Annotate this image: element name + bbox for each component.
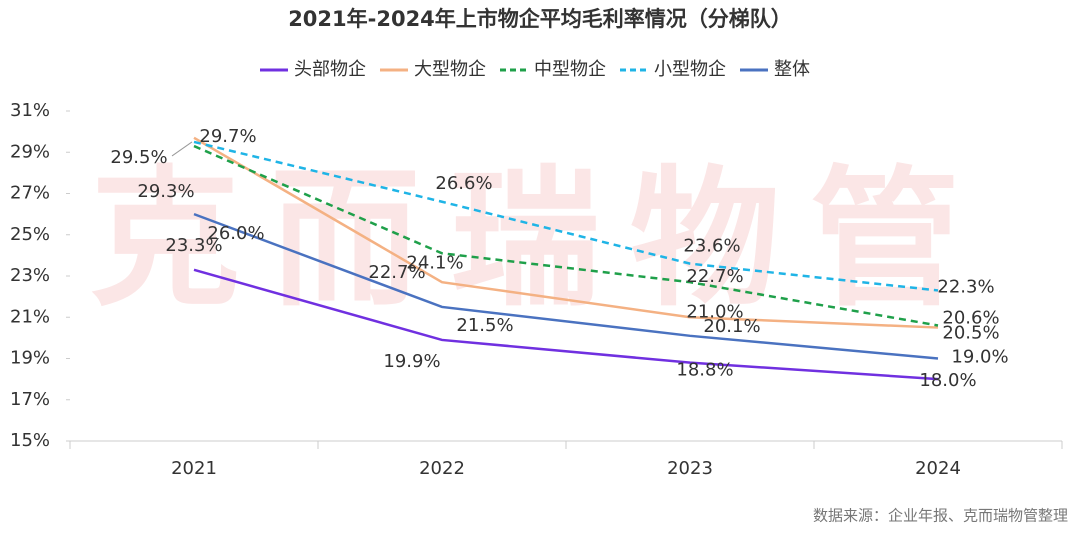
y-tick-label: 21% xyxy=(10,306,50,327)
data-label: 26.0% xyxy=(207,223,264,244)
data-label: 29.3% xyxy=(137,181,194,202)
data-label: 20.1% xyxy=(703,316,760,337)
chart-title: 2021年-2024年上市物企平均毛利率情况（分梯队） xyxy=(288,7,792,31)
data-label: 22.7% xyxy=(368,262,425,283)
y-tick-label: 31% xyxy=(10,100,50,121)
data-label: 19.9% xyxy=(383,351,440,372)
data-label: 29.5% xyxy=(110,147,167,168)
legend-label: 大型物企 xyxy=(414,59,486,80)
y-tick-label: 17% xyxy=(10,389,50,410)
data-label: 21.5% xyxy=(456,315,513,336)
x-tick-label: 2023 xyxy=(667,458,713,479)
data-label: 18.8% xyxy=(676,360,733,381)
data-label: 23.6% xyxy=(683,236,740,257)
y-tick-label: 27% xyxy=(10,183,50,204)
data-label: 19.0% xyxy=(951,347,1008,368)
x-tick-label: 2022 xyxy=(419,458,465,479)
y-tick-label: 23% xyxy=(10,265,50,286)
data-label: 20.5% xyxy=(942,323,999,344)
data-label: 20.6% xyxy=(942,308,999,329)
series-line xyxy=(193,144,939,327)
data-label: 23.3% xyxy=(165,235,222,256)
series-line xyxy=(193,268,939,381)
data-label: 22.3% xyxy=(937,276,994,297)
y-tick-label: 29% xyxy=(10,141,50,162)
x-tick-label: 2021 xyxy=(171,458,217,479)
data-label: 29.7% xyxy=(199,126,256,147)
data-label: 22.7% xyxy=(686,266,743,287)
y-tick-label: 25% xyxy=(10,224,50,245)
leader-line xyxy=(171,141,193,157)
legend-label: 中型物企 xyxy=(534,59,606,80)
watermark: 克而瑞物管 xyxy=(90,153,990,327)
data-label: 24.1% xyxy=(406,252,463,273)
y-tick-label: 15% xyxy=(10,430,50,451)
source-note: 数据来源：企业年报、克而瑞物管整理 xyxy=(813,507,1068,525)
legend-label: 小型物企 xyxy=(654,59,726,80)
series-line xyxy=(193,212,939,360)
legend-label: 整体 xyxy=(774,59,810,80)
series-line xyxy=(193,136,939,329)
y-tick-label: 19% xyxy=(10,348,50,369)
legend-label: 头部物企 xyxy=(294,59,366,80)
x-tick-label: 2024 xyxy=(915,458,961,479)
data-label: 26.6% xyxy=(435,173,492,194)
data-label: 18.0% xyxy=(919,370,976,391)
data-label: 21.0% xyxy=(686,301,743,322)
